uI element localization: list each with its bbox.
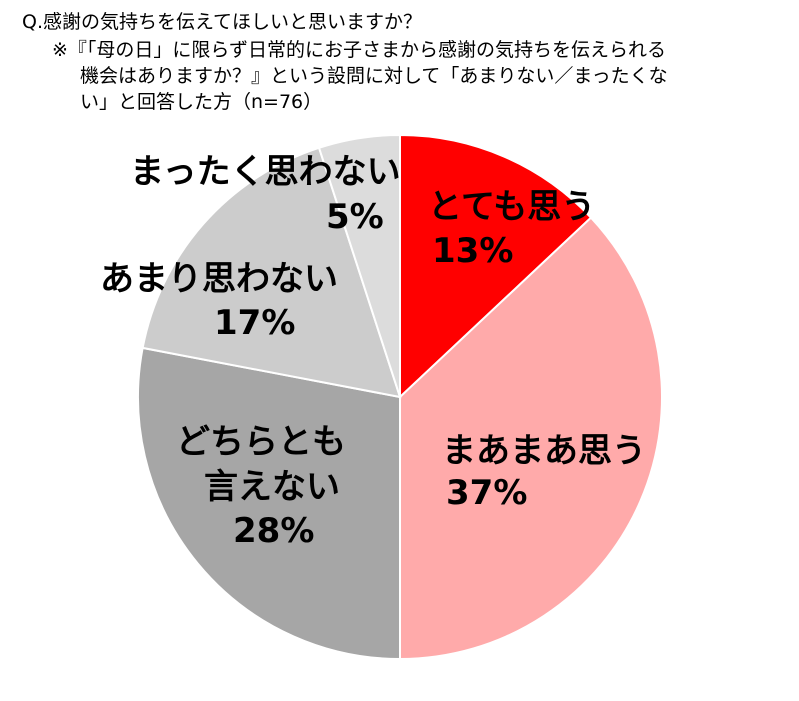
- pie-slice-mattaku: [317, 133, 401, 398]
- slice-pct-totemo: 13%: [432, 231, 513, 271]
- slice-pct-mattaku: 5%: [326, 197, 384, 237]
- slice-label-dochira-1: どちらとも: [176, 422, 346, 462]
- slice-label-maamaa: まあまあ思う: [442, 431, 646, 471]
- slice-label-mattaku: まったく思わない: [130, 152, 401, 192]
- pie-slice-amari: [141, 146, 402, 399]
- slice-pct-maamaa: 37%: [446, 473, 527, 513]
- note-line-2: 機会はありますか？』という設問に対して「あまりない／まったくな: [80, 65, 668, 87]
- pie-slice-dochira: [137, 346, 401, 661]
- slice-pct-amari: 17%: [214, 303, 295, 343]
- pie-slice-totemo: [399, 133, 593, 400]
- note-line-1: ※『「母の日」に限らず日常的にお子さまから感謝の気持ちを伝えられる: [52, 39, 667, 61]
- slice-label-dochira-2: 言えない: [204, 467, 340, 507]
- pie-slices: [137, 133, 663, 661]
- question-title: Q.感謝の気持ちを伝えてほしいと思いますか？: [22, 11, 423, 33]
- slice-pct-dochira: 28%: [233, 511, 314, 551]
- slice-label-amari: あまり思わない: [100, 259, 338, 299]
- pie-slice-maamaa: [399, 216, 663, 661]
- note-line-3: い」と回答した方（n=76）: [80, 91, 323, 113]
- chart-header: Q.感謝の気持ちを伝えてほしいと思いますか？ ※『「母の日」に限らず日常的にお子…: [0, 0, 799, 130]
- slice-label-totemo: とても思う: [428, 187, 595, 227]
